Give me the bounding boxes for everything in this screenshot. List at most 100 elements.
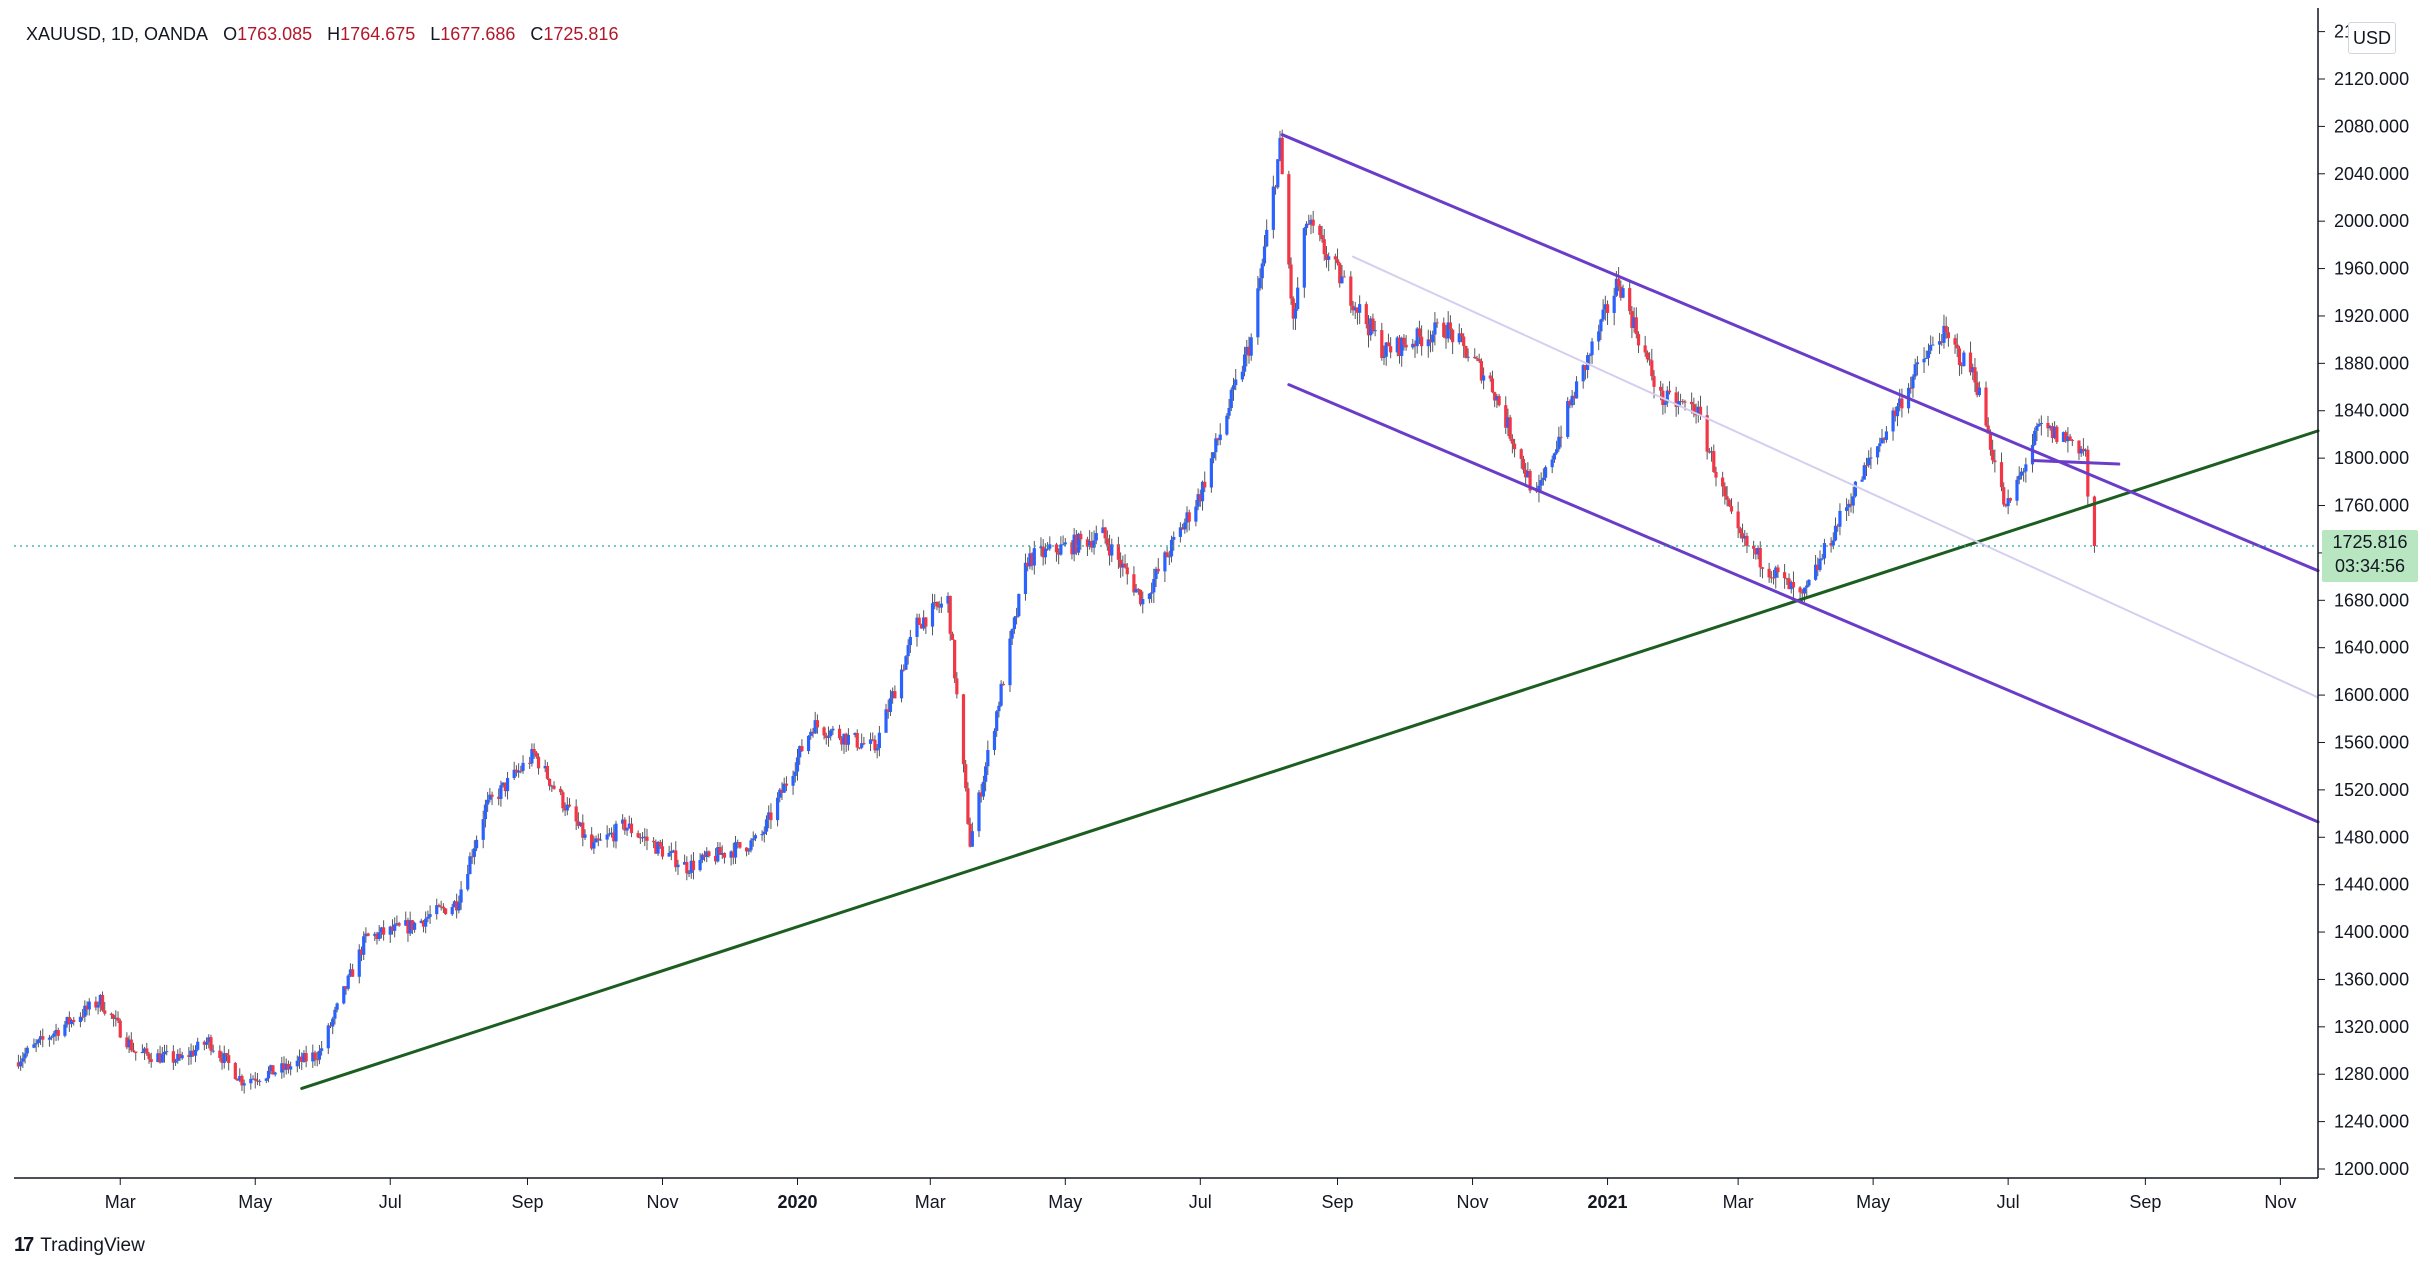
- candle-body-down: [1508, 417, 1512, 439]
- candle: [915, 613, 919, 647]
- drawings-group: [300, 133, 2320, 1090]
- candle: [127, 1035, 131, 1054]
- candle-body-down: [968, 823, 972, 847]
- candle: [1039, 537, 1043, 557]
- candle-body-down: [1769, 577, 1773, 579]
- time-axis[interactable]: Mar May Jul Sep Nov 2020 Mar May Jul Sep Nov 2021 Ma…: [14, 1177, 2318, 1212]
- channel-median[interactable]: [1352, 255, 2319, 699]
- candle: [1586, 352, 1590, 379]
- candle: [1074, 530, 1078, 555]
- candle-body-down: [1968, 352, 1973, 373]
- candle: [149, 1052, 153, 1068]
- candle-body-down: [1464, 345, 1468, 358]
- candle-body-down: [955, 678, 959, 695]
- symbol-label[interactable]: XAUUSD, 1D, OANDA: [26, 24, 209, 44]
- candle-body-up: [342, 986, 346, 1004]
- candle-body-up: [747, 850, 751, 852]
- candle-body-up: [933, 602, 937, 604]
- candle: [249, 1073, 253, 1090]
- candle: [676, 859, 680, 875]
- candle: [311, 1044, 315, 1068]
- candle-body-up: [1541, 477, 1545, 481]
- candle-body-down: [1335, 259, 1340, 264]
- candle-body-up: [1581, 365, 1585, 382]
- candle: [189, 1043, 193, 1065]
- candle: [162, 1044, 167, 1063]
- candle-body-down: [1800, 592, 1804, 594]
- candle-body-up: [466, 874, 470, 890]
- candle: [720, 845, 724, 859]
- candle-body-up: [1574, 381, 1579, 399]
- candle-body-up: [459, 889, 463, 903]
- short-horizontal[interactable]: [2030, 459, 2121, 466]
- candle: [158, 1045, 162, 1064]
- candle-body-down: [950, 633, 955, 640]
- candle: [2017, 466, 2021, 485]
- candle: [211, 1044, 215, 1054]
- candle-body-down: [1645, 352, 1649, 360]
- candle: [1692, 397, 1696, 418]
- candle: [1712, 444, 1716, 473]
- candle: [1612, 287, 1616, 326]
- channel-lower[interactable]: [1287, 383, 2320, 824]
- candle: [1413, 340, 1417, 358]
- candle: [1333, 253, 1337, 270]
- candle-body-up: [1045, 548, 1050, 550]
- candle: [583, 829, 587, 841]
- tradingview-branding[interactable]: 17 TradingView: [14, 1234, 145, 1257]
- candle: [829, 728, 833, 741]
- price-axis[interactable]: 2120.000 2080.000 2040.000 2000.000 1960.000…: [2317, 8, 2409, 1179]
- candle-body-down: [1320, 234, 1324, 240]
- candle: [300, 1052, 304, 1070]
- candle: [636, 830, 640, 839]
- candle: [1539, 472, 1543, 494]
- candle-body-down: [1659, 386, 1663, 391]
- candle-body-down: [1187, 512, 1191, 522]
- candle: [528, 756, 532, 769]
- candle: [862, 736, 866, 746]
- candle-body-down: [304, 1053, 308, 1062]
- candle: [1167, 550, 1171, 566]
- candle-body-up: [311, 1052, 315, 1062]
- candle: [860, 733, 864, 750]
- candle: [1063, 537, 1067, 547]
- candle-body-down: [224, 1053, 229, 1056]
- candle-body-down: [178, 1053, 182, 1059]
- candle-body-down: [1650, 360, 1654, 377]
- candle: [196, 1037, 200, 1052]
- candle-body-down: [563, 808, 567, 811]
- candle: [800, 739, 804, 752]
- channel-upper[interactable]: [1280, 133, 2320, 573]
- candle-body-up: [736, 842, 740, 844]
- candle: [767, 805, 771, 829]
- candle-body-down: [857, 747, 862, 749]
- candle-body-up: [1032, 548, 1036, 566]
- candle: [621, 814, 625, 830]
- candle-body-down: [919, 624, 924, 629]
- candle-body-up: [1395, 337, 1399, 353]
- candle: [1342, 270, 1346, 278]
- candle: [1862, 462, 1866, 480]
- green-trendline[interactable]: [300, 429, 2320, 1090]
- candle-body-up: [1302, 228, 1306, 288]
- candle: [578, 822, 583, 827]
- candle: [1001, 681, 1005, 686]
- candle-body-down: [1692, 404, 1696, 414]
- candle: [671, 849, 676, 853]
- candle: [855, 729, 859, 751]
- candle-body-down: [769, 812, 773, 821]
- candle-body-down: [1572, 395, 1576, 399]
- candle-body-up: [1915, 362, 1920, 365]
- candle-body-down: [1683, 401, 1687, 403]
- candle: [1420, 325, 1424, 356]
- candle: [1389, 337, 1393, 359]
- candle-body-down: [1364, 304, 1368, 325]
- candle: [1805, 580, 1809, 598]
- currency-badge[interactable]: USD: [2348, 22, 2396, 54]
- candle-body-up: [1678, 401, 1683, 403]
- candle-body-down: [1291, 298, 1295, 319]
- candle: [193, 1045, 198, 1063]
- candle: [1931, 336, 1935, 346]
